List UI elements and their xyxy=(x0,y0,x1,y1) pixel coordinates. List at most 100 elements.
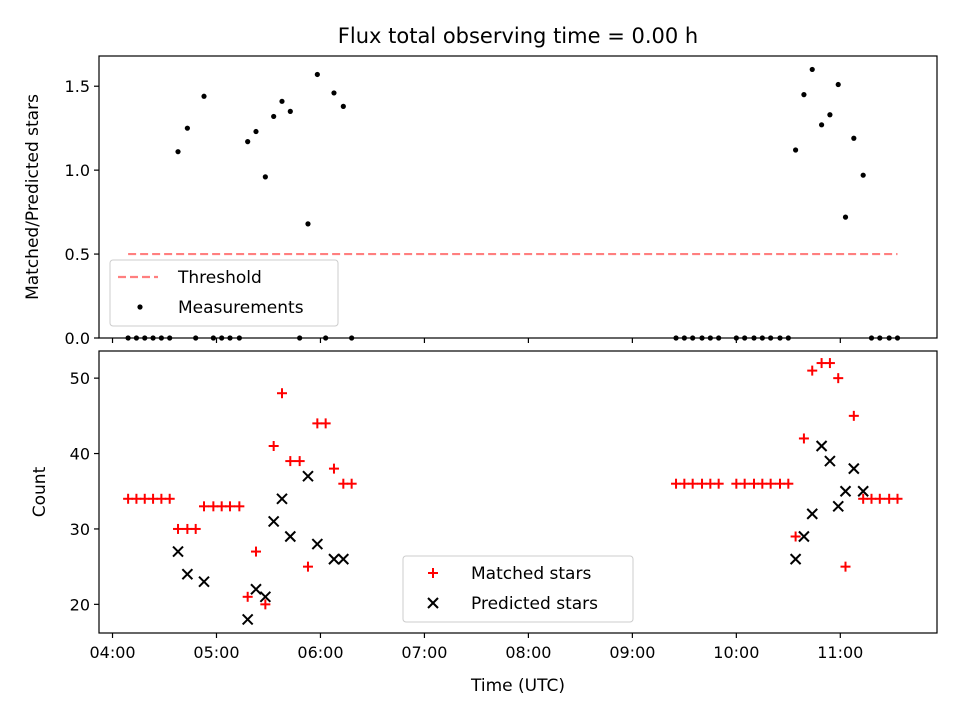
x-tick-label: 11:00 xyxy=(817,643,863,662)
matched-point xyxy=(798,433,809,444)
predicted-point-b xyxy=(806,508,818,520)
predicted-point xyxy=(267,515,280,528)
x-tick-label: 07:00 xyxy=(401,643,447,662)
series-0 xyxy=(123,358,903,610)
legend-measurement-swatch xyxy=(137,304,143,310)
matched-point xyxy=(302,561,313,572)
predicted-point-b xyxy=(824,455,836,467)
x-tick-label: 09:00 xyxy=(609,643,655,662)
predicted-point-b xyxy=(857,485,869,497)
legend-predicted-swatch xyxy=(427,597,439,609)
legend-label: Matched stars xyxy=(471,564,591,584)
count-panel: 20 30 40 50 04:00 05:00 06:00 07:00 08:00 09:00 10… xyxy=(30,350,938,696)
matched-point xyxy=(833,373,844,384)
measurement-point xyxy=(801,92,807,98)
x-tick-label: 05:00 xyxy=(193,643,239,662)
matched-point xyxy=(225,501,236,512)
y-tick-label: 1.5 xyxy=(65,77,90,96)
matched-point xyxy=(320,418,331,429)
matched-point xyxy=(173,523,184,534)
measurement-point xyxy=(201,93,207,99)
predicted-point xyxy=(839,485,852,497)
measurement-point xyxy=(835,81,841,88)
predicted-point-b xyxy=(815,440,828,452)
predicted-point-b xyxy=(789,553,802,565)
matched-point xyxy=(790,531,801,542)
matched-point xyxy=(328,463,339,474)
measurement-point xyxy=(262,174,268,180)
predicted-point-b xyxy=(172,545,184,558)
x-tick-label: 06:00 xyxy=(297,643,343,662)
predicted-point-b xyxy=(259,591,272,603)
measurement-point xyxy=(184,125,190,131)
legend-label: Predicted stars xyxy=(471,594,598,614)
predicted-point xyxy=(789,553,802,565)
measurement-point xyxy=(271,113,277,120)
predicted-point-b xyxy=(198,576,210,588)
matched-point xyxy=(260,599,271,610)
measurement-point xyxy=(279,98,285,104)
series-0 xyxy=(125,66,901,341)
legend-box xyxy=(109,259,339,327)
y-tick-label: 1.0 xyxy=(65,161,90,180)
counts-layer xyxy=(123,358,903,626)
matched-point xyxy=(765,478,776,489)
predicted-point xyxy=(276,493,288,505)
predicted-point-b xyxy=(267,515,280,528)
matched-point xyxy=(848,410,859,421)
matched-point xyxy=(242,591,253,602)
ratio-legend: Threshold Measurements xyxy=(109,259,339,327)
measurement-point xyxy=(340,103,346,109)
y-tick-label: 30 xyxy=(70,520,90,539)
measurement-point xyxy=(287,108,293,114)
predicted-point xyxy=(824,455,836,467)
measurement-point xyxy=(305,221,311,227)
predicted-point xyxy=(302,470,314,482)
matched-point xyxy=(713,478,724,489)
measurement-point xyxy=(245,139,251,145)
y-tick-label: 20 xyxy=(70,595,90,614)
x-axis-label: Time (UTC) xyxy=(470,676,565,696)
matched-point xyxy=(199,501,210,512)
y-tick-label: 40 xyxy=(70,445,90,464)
measurement-point xyxy=(809,66,815,73)
predicted-point-b xyxy=(311,538,324,550)
predicted-point-b xyxy=(241,613,254,626)
measurement-point xyxy=(818,122,825,128)
y-tick-label: 50 xyxy=(70,369,90,388)
ratio-axes: 0.0 0.5 1.0 1.5 xyxy=(65,55,938,348)
predicted-point-b xyxy=(337,553,350,565)
predicted-point-b xyxy=(798,530,810,543)
count-legend: Matched stars Predicted stars xyxy=(402,555,634,623)
predicted-point-b xyxy=(284,530,297,543)
legend-predicted-swatch-b xyxy=(427,597,439,609)
matched-point xyxy=(285,456,296,467)
predicted-point-b xyxy=(848,462,860,475)
measurement-point xyxy=(860,172,866,178)
matched-point xyxy=(783,478,794,489)
x-tick-label: 08:00 xyxy=(505,643,551,662)
legend-matched-swatch xyxy=(428,568,438,578)
measurements-layer xyxy=(125,66,901,341)
matched-point xyxy=(294,456,305,467)
matched-point xyxy=(687,478,698,489)
matched-point xyxy=(250,546,261,557)
axes-frame xyxy=(98,350,938,634)
predicted-point xyxy=(328,553,340,565)
legend-box xyxy=(402,555,634,623)
axes-frame xyxy=(98,55,938,339)
matched-point xyxy=(234,501,245,512)
predicted-point xyxy=(172,545,184,558)
predicted-point xyxy=(250,583,262,595)
predicted-point xyxy=(848,462,860,475)
predicted-point xyxy=(806,508,818,520)
measurement-point xyxy=(314,71,320,78)
predicted-point xyxy=(337,553,350,565)
predicted-point xyxy=(181,568,194,580)
measurement-point xyxy=(253,128,259,135)
ratio-panel: 0.0 0.5 1.0 1.5 Threshold Measurements Match… xyxy=(23,55,938,348)
predicted-point xyxy=(284,530,297,543)
count-y-axis-label: Count xyxy=(30,466,50,517)
predicted-point xyxy=(259,591,272,603)
